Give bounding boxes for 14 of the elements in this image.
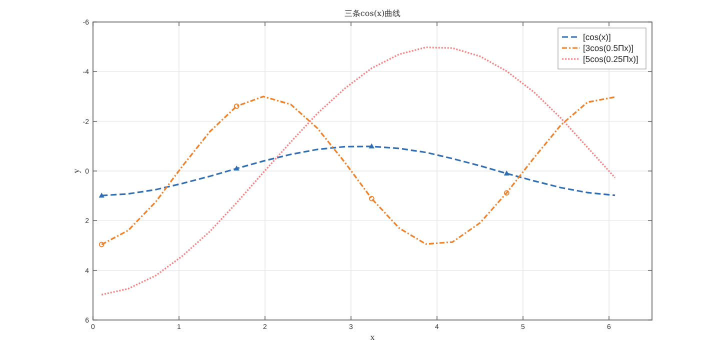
point — [234, 103, 240, 109]
point — [368, 196, 374, 202]
point — [234, 166, 240, 171]
legend-label: [3cos(0.5Πx)] — [583, 43, 634, 53]
legend-label: [5cos(0.25Πx)] — [583, 54, 638, 64]
point — [504, 190, 510, 196]
legend-label: [cos(x)] — [583, 32, 611, 42]
y-axis-title: y — [71, 168, 81, 174]
point — [504, 170, 510, 176]
chart-title: 三条cos(x)曲线 — [344, 9, 401, 18]
point — [98, 242, 104, 248]
x-axis-title: x — [370, 332, 376, 342]
point — [368, 143, 374, 148]
point — [98, 192, 104, 198]
